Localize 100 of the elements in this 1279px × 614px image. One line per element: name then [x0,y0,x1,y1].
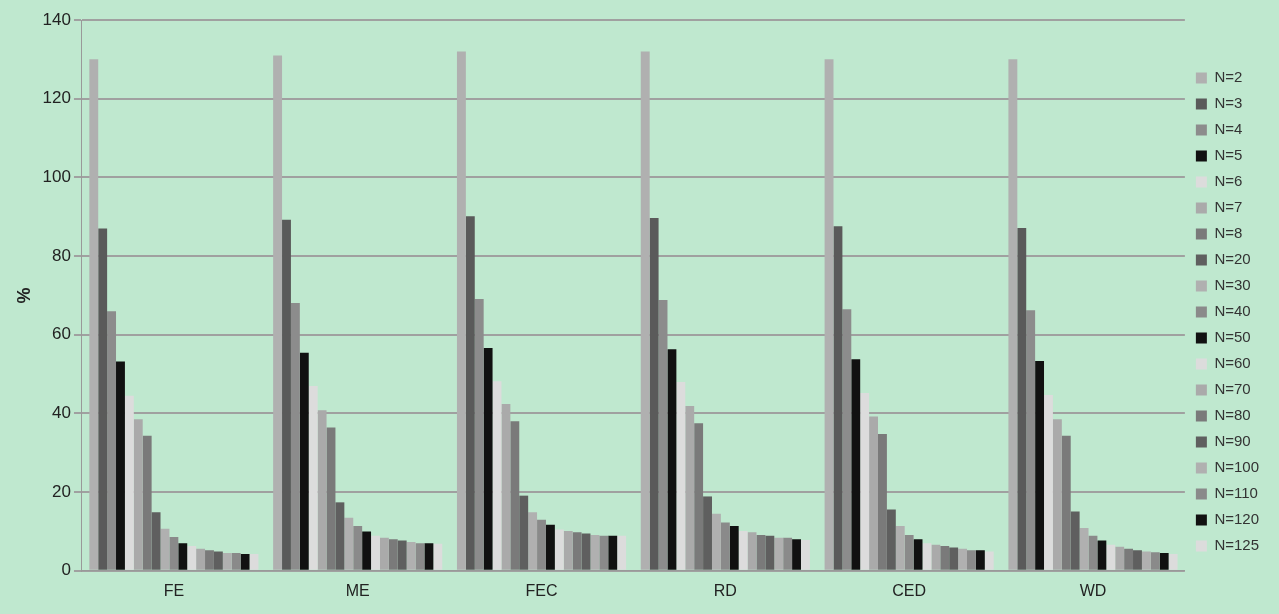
bar [904,535,914,570]
y-tick-label: 80 [52,245,71,265]
legend-label: N=80 [1214,406,1251,424]
bar [537,519,546,570]
legend-label: N=100 [1214,458,1260,476]
bar [738,531,748,570]
bar [299,352,309,570]
bar [599,535,609,570]
bar [967,550,976,570]
bar [290,302,300,570]
bar [984,551,994,570]
bar [649,217,659,570]
x-tick-label: FE [163,581,185,599]
bar [519,495,529,570]
bar [756,535,766,570]
bar [1070,511,1080,570]
bar [362,531,372,570]
y-tick-label: 140 [42,9,71,29]
bar [1097,540,1107,570]
bar [160,528,170,570]
y-tick-label: 40 [52,403,71,423]
bar [1106,544,1116,570]
bar [842,309,852,570]
legend-label: N=30 [1214,276,1251,294]
bar [151,512,161,570]
bar [608,535,618,570]
bar [213,551,223,570]
bar [89,59,99,570]
x-tick-label: CED [892,581,927,599]
bar [231,553,241,570]
bar [640,51,650,570]
legend-label: N=5 [1214,146,1243,164]
bar [667,349,677,570]
bar [528,512,538,570]
legend-label: N=40 [1214,302,1251,320]
bar [1079,527,1089,570]
bar [1088,535,1098,570]
x-tick-label: RD [713,581,737,599]
legend-label: N=120 [1214,510,1260,528]
bar [273,55,283,570]
bar [222,553,232,570]
bar [107,311,117,570]
bar [474,298,484,570]
bar [878,433,887,570]
legend-label: N=6 [1214,172,1243,190]
bar [1141,551,1151,570]
bar [1026,310,1036,570]
bar [800,540,810,570]
bar [406,542,416,570]
legend-label: N=4 [1214,120,1243,138]
bar [886,509,896,570]
legend-label: N=2 [1214,68,1243,86]
bar [142,435,152,570]
bar [1061,435,1071,570]
bar [833,226,843,570]
bar [581,533,591,570]
bar [169,536,179,570]
y-axis-title: % [13,287,34,304]
bar [1124,548,1134,570]
bar [949,547,959,570]
bar [1159,553,1169,570]
x-tick-label: FEC [525,581,558,599]
y-tick-label: 0 [61,560,71,580]
bar [388,539,398,570]
legend-label: N=3 [1214,94,1243,112]
x-tick-label: ME [345,581,370,599]
bar [774,537,784,570]
bar [860,392,870,570]
legend-label: N=60 [1214,354,1251,372]
bar [975,550,985,570]
bar [178,543,188,570]
bar [124,395,134,570]
bar [205,550,214,570]
legend-label: N=70 [1214,380,1251,398]
bar [711,513,721,570]
bar [1168,553,1178,570]
bar [1150,552,1160,570]
bar [424,543,434,570]
y-tick-label: 120 [42,88,71,108]
bar [492,381,502,570]
legend-label: N=90 [1214,432,1251,450]
bar [187,546,197,570]
bar [765,535,775,570]
y-tick-label: 60 [52,324,71,344]
bar [792,539,801,570]
bar [676,381,686,570]
y-tick-label: 20 [52,481,71,501]
legend-label: N=110 [1214,484,1258,502]
legend-label: N=50 [1214,328,1251,346]
bar [465,216,475,570]
legend-label: N=125 [1214,536,1260,554]
bar [658,300,668,570]
bar [958,548,968,570]
bar [98,228,108,570]
bar [1044,394,1053,570]
bar [1017,228,1027,570]
bar [783,537,793,570]
bar [397,540,407,570]
bar [308,385,318,570]
legend-label: N=7 [1214,198,1243,216]
